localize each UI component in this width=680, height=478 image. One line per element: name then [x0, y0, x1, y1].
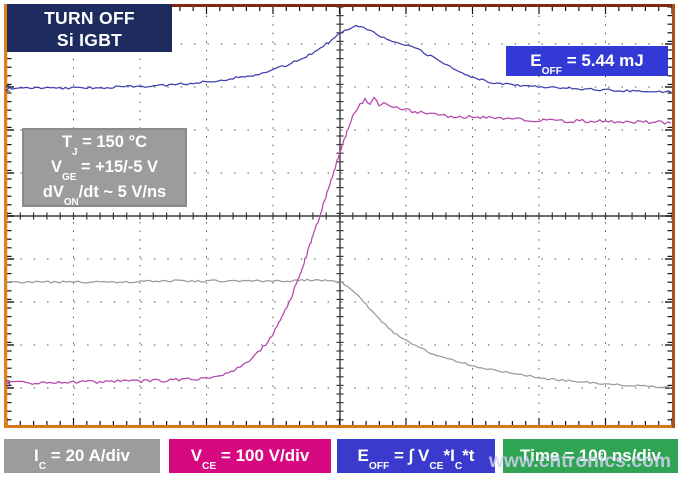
svg-text:3: 3	[6, 379, 11, 389]
legend-eoff-formula: EOFF = ∫ VCE*IC*t	[337, 439, 495, 473]
legend-vce-text: VCE = 100 V/div	[190, 446, 310, 472]
energy-value-box: EOFF = 5.44 mJ	[506, 46, 668, 77]
test-conditions-box: TJ = 150 °C VGE = +15/-5 V dVON/dt ~ 5 V…	[22, 128, 187, 207]
waveform-plot: 23	[4, 4, 675, 428]
watermark-text: www.cntronics.com	[489, 451, 672, 472]
legend-ic-text: IC = 20 A/div	[33, 446, 131, 472]
legend-time-text: Time = 100 ns/div	[520, 446, 661, 465]
condition-vge: VGE = +15/-5 V	[51, 158, 158, 183]
legend-vce-scale: VCE = 100 V/div	[169, 439, 331, 473]
title-box: TURN OFF Si IGBT	[7, 4, 172, 52]
condition-dvdt: dVON/dt ~ 5 V/ns	[42, 183, 167, 208]
legend-ic-scale: IC = 20 A/div	[4, 439, 160, 473]
title-line-1: TURN OFF	[44, 8, 135, 28]
title-line-2: Si IGBT	[56, 30, 123, 50]
svg-text:2: 2	[6, 84, 11, 94]
legend-time-scale: Time = 100 ns/div	[503, 439, 678, 473]
condition-tj: TJ = 150 °C	[61, 133, 148, 158]
energy-value-text: EOFF = 5.44 mJ	[530, 51, 644, 77]
legend-eoff-text: EOFF = ∫ VCE*IC*t	[357, 446, 475, 472]
